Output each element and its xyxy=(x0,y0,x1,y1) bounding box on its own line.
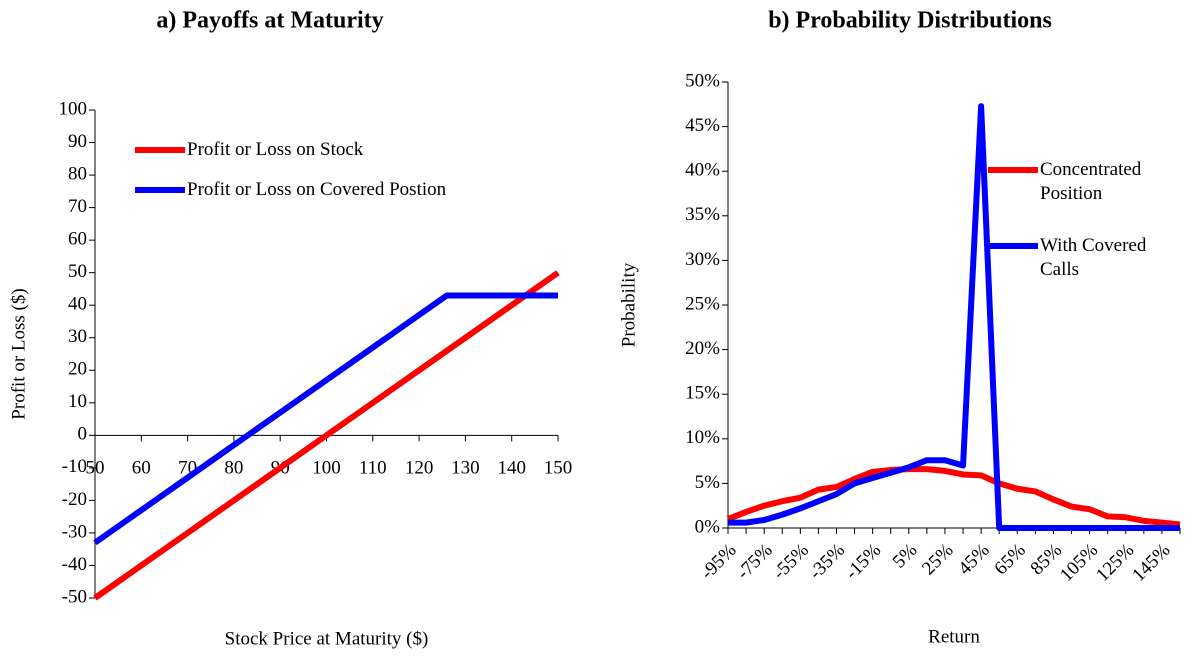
series-line xyxy=(728,103,1180,531)
y-axis-label: Profit or Loss ($) xyxy=(8,288,29,419)
y-tick-label: 0% xyxy=(695,516,721,537)
y-tick-label: 15% xyxy=(685,383,720,404)
x-tick-label: 25% xyxy=(918,540,958,580)
y-tick-label: -40 xyxy=(62,554,87,575)
y-tick-label: -20 xyxy=(62,489,87,510)
y-tick-label: -30 xyxy=(62,521,87,542)
y-tick-label: 50 xyxy=(68,261,87,282)
y-tick-label: 60 xyxy=(68,228,87,249)
legend-label: With Covered Calls xyxy=(1040,235,1147,280)
x-tick-label: -75% xyxy=(733,540,777,584)
series-line xyxy=(93,270,560,601)
x-tick-label: 50 xyxy=(86,458,105,479)
x-tick-label: 145% xyxy=(1128,540,1174,586)
x-tick-label: 150 xyxy=(544,458,573,479)
y-tick-label: 10% xyxy=(685,427,720,448)
y-tick-label: 80 xyxy=(68,163,87,184)
x-tick-label: -95% xyxy=(697,540,741,584)
x-tick-label: 45% xyxy=(954,540,994,580)
y-tick-label: 40 xyxy=(68,294,87,315)
legend-label: Profit or Loss on Covered Postion xyxy=(187,179,447,200)
x-tick-label: 60 xyxy=(132,458,151,479)
x-tick-label: 5% xyxy=(889,540,922,573)
legend-label: Profit or Loss on Stock xyxy=(187,139,364,160)
y-tick-label: 5% xyxy=(695,472,721,493)
y-tick-label: 50% xyxy=(685,70,720,91)
series-line xyxy=(93,292,558,546)
x-tick-label: 65% xyxy=(990,540,1030,580)
x-tick-label: 80 xyxy=(224,458,243,479)
y-tick-label: 90 xyxy=(68,131,87,152)
series-line xyxy=(726,466,1181,528)
y-tick-label: 0 xyxy=(78,424,88,445)
x-tick-label: 105% xyxy=(1056,540,1102,586)
y-tick-label: 10 xyxy=(68,391,87,412)
x-tick-label: 110 xyxy=(359,458,387,479)
chart-title: a) Payoffs at Maturity xyxy=(156,8,383,34)
x-axis-label: Return xyxy=(928,626,980,647)
y-tick-label: 20 xyxy=(68,359,87,380)
y-tick-label: 35% xyxy=(685,204,720,225)
legend-label: Concentrated Position xyxy=(1040,159,1142,204)
x-tick-label: 100 xyxy=(312,458,341,479)
y-tick-label: 70 xyxy=(68,196,87,217)
y-tick-label: 30 xyxy=(68,326,87,347)
y-tick-label: 45% xyxy=(685,115,720,136)
y-axis-label: Probability xyxy=(618,262,639,347)
y-tick-label: 40% xyxy=(685,160,720,181)
y-tick-label: 25% xyxy=(685,293,720,314)
x-axis-label: Stock Price at Maturity ($) xyxy=(225,628,429,649)
x-tick-label: 120 xyxy=(405,458,434,479)
y-tick-label: 20% xyxy=(685,338,720,359)
x-tick-label: -55% xyxy=(769,540,813,584)
y-tick-label: 100 xyxy=(59,98,88,119)
y-tick-label: -10 xyxy=(62,456,87,477)
x-tick-label: 140 xyxy=(497,458,526,479)
y-tick-label: 30% xyxy=(685,249,720,270)
chart-title: b) Probability Distributions xyxy=(768,8,1052,34)
x-tick-label: 130 xyxy=(451,458,480,479)
y-tick-label: -50 xyxy=(62,586,87,607)
x-tick-label: -35% xyxy=(805,540,849,584)
x-tick-label: -15% xyxy=(841,540,885,584)
x-tick-label: 125% xyxy=(1092,540,1138,586)
